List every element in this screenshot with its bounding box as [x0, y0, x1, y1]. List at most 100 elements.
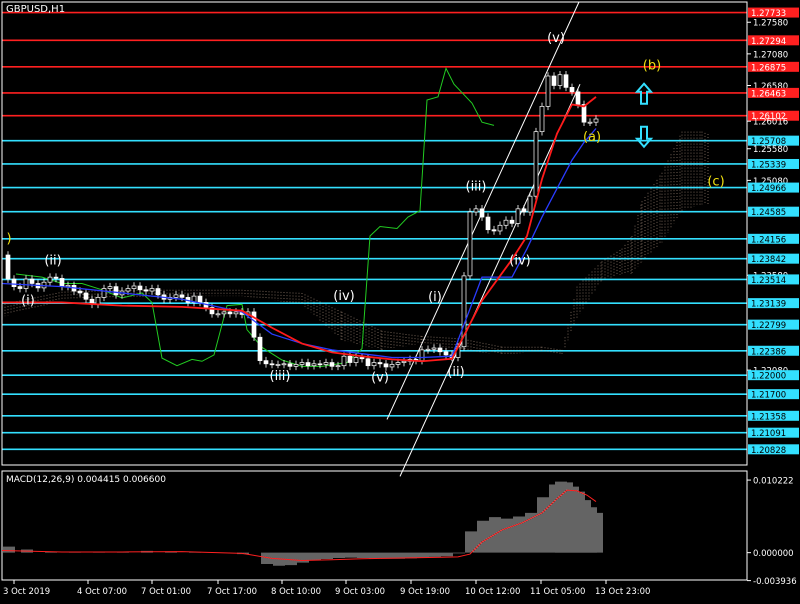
candle-body [311, 363, 317, 367]
price-level-label: 1.24156 [751, 235, 786, 245]
wave-label: (i) [428, 290, 442, 305]
time-tick-label: 9 Oct 19:00 [400, 587, 450, 597]
arrow-up-icon [634, 82, 654, 105]
price-level-tag [748, 298, 799, 309]
wave-label: ) [6, 231, 11, 246]
candle-body [173, 294, 179, 298]
candle-body [581, 104, 587, 123]
moving-average-red [2, 96, 597, 363]
price-level-label: 1.23139 [751, 300, 786, 310]
wave-label: (i) [21, 293, 35, 308]
price-level-tag [748, 345, 799, 356]
price-level-tag [748, 444, 799, 455]
macd-signal-line [1, 489, 597, 561]
time-tick-label: 13 Oct 23:00 [595, 587, 650, 597]
candle-body [533, 131, 539, 197]
candle-body [479, 208, 485, 218]
candle-body [557, 74, 563, 86]
price-tick-label: 1.27080 [753, 50, 788, 60]
candle-body [473, 208, 479, 213]
candle-body [131, 285, 137, 289]
price-level-tag [748, 61, 799, 72]
candle-body [545, 75, 551, 107]
candle-body [251, 311, 257, 338]
candle-body [209, 307, 215, 315]
wave-label: (b) [643, 59, 661, 74]
candle-body [521, 208, 527, 213]
price-level-tag [748, 253, 799, 264]
candle-body [47, 276, 53, 283]
candle-body [95, 297, 101, 305]
candle-body [197, 295, 203, 303]
price-level-label: 1.25708 [751, 137, 786, 147]
indicator-label: MACD(12,26,9) 0.004415 0.006600 [6, 475, 166, 485]
candle-body [509, 219, 515, 224]
candle-body [221, 311, 227, 315]
time-tick-label: 8 Oct 10:00 [271, 587, 321, 597]
price-level-label: 1.22386 [751, 347, 786, 357]
wave-label: (c) [707, 174, 724, 189]
wave-label: (v) [371, 371, 389, 386]
candle-body [443, 351, 449, 356]
candle-body [389, 364, 395, 368]
candle-body [155, 288, 161, 296]
time-tick-label: 9 Oct 03:00 [335, 587, 385, 597]
macd-frame [1, 470, 748, 581]
candle-body [401, 360, 407, 363]
price-tick-label: 1.26580 [753, 82, 788, 92]
price-level-tag [748, 233, 799, 244]
price-level-label: 1.27733 [751, 9, 786, 19]
macd-tick-label: -0.003936 [753, 577, 797, 587]
price-level-label: 1.26875 [751, 63, 786, 73]
wave-label: (ii) [44, 253, 61, 268]
candle-body [227, 311, 233, 315]
candle-body [137, 285, 143, 291]
candle-body [395, 362, 401, 365]
candle-body [437, 347, 443, 353]
candle-body [551, 75, 557, 86]
candle-body [419, 349, 425, 361]
wave-label: (iv) [333, 289, 354, 304]
price-level-label: 1.23842 [751, 255, 786, 265]
candle-body [569, 87, 575, 93]
candle-body [353, 357, 359, 363]
green-line [15, 67, 495, 367]
time-tick-label: 10 Oct 12:00 [465, 587, 520, 597]
candle-body [179, 294, 185, 298]
price-level-label: 1.26102 [751, 112, 786, 122]
price-level-tag [748, 87, 799, 98]
price-level-label: 1.20828 [751, 446, 786, 456]
price-level-label: 1.24966 [751, 184, 786, 194]
price-level-label: 1.26463 [751, 89, 786, 99]
candle-body [341, 355, 347, 367]
candle-body [539, 106, 545, 133]
candle-body [359, 357, 365, 360]
price-tick-label: 1.25080 [753, 177, 788, 187]
price-level-tag [748, 389, 799, 400]
price-level-tag [748, 158, 799, 169]
price-level-tag [748, 370, 799, 381]
price-level-tag [748, 410, 799, 421]
candle-body [107, 286, 113, 289]
price-level-tag [748, 274, 799, 285]
price-level-label: 1.22000 [751, 372, 786, 382]
price-level-label: 1.21091 [751, 429, 786, 439]
candle-body [587, 121, 593, 124]
price-level-tag [748, 427, 799, 438]
candle-body [317, 363, 323, 366]
candle-body [263, 360, 269, 365]
candle-body [77, 290, 83, 294]
candle-body [101, 288, 107, 298]
candle-body [431, 347, 437, 350]
candle-body [83, 292, 89, 300]
candle-body [515, 208, 521, 224]
wave-label: (v) [547, 31, 565, 46]
candle-body [5, 254, 11, 280]
wave-label: (iv) [509, 253, 530, 268]
candle-body [371, 362, 377, 367]
candle-body [485, 216, 491, 231]
